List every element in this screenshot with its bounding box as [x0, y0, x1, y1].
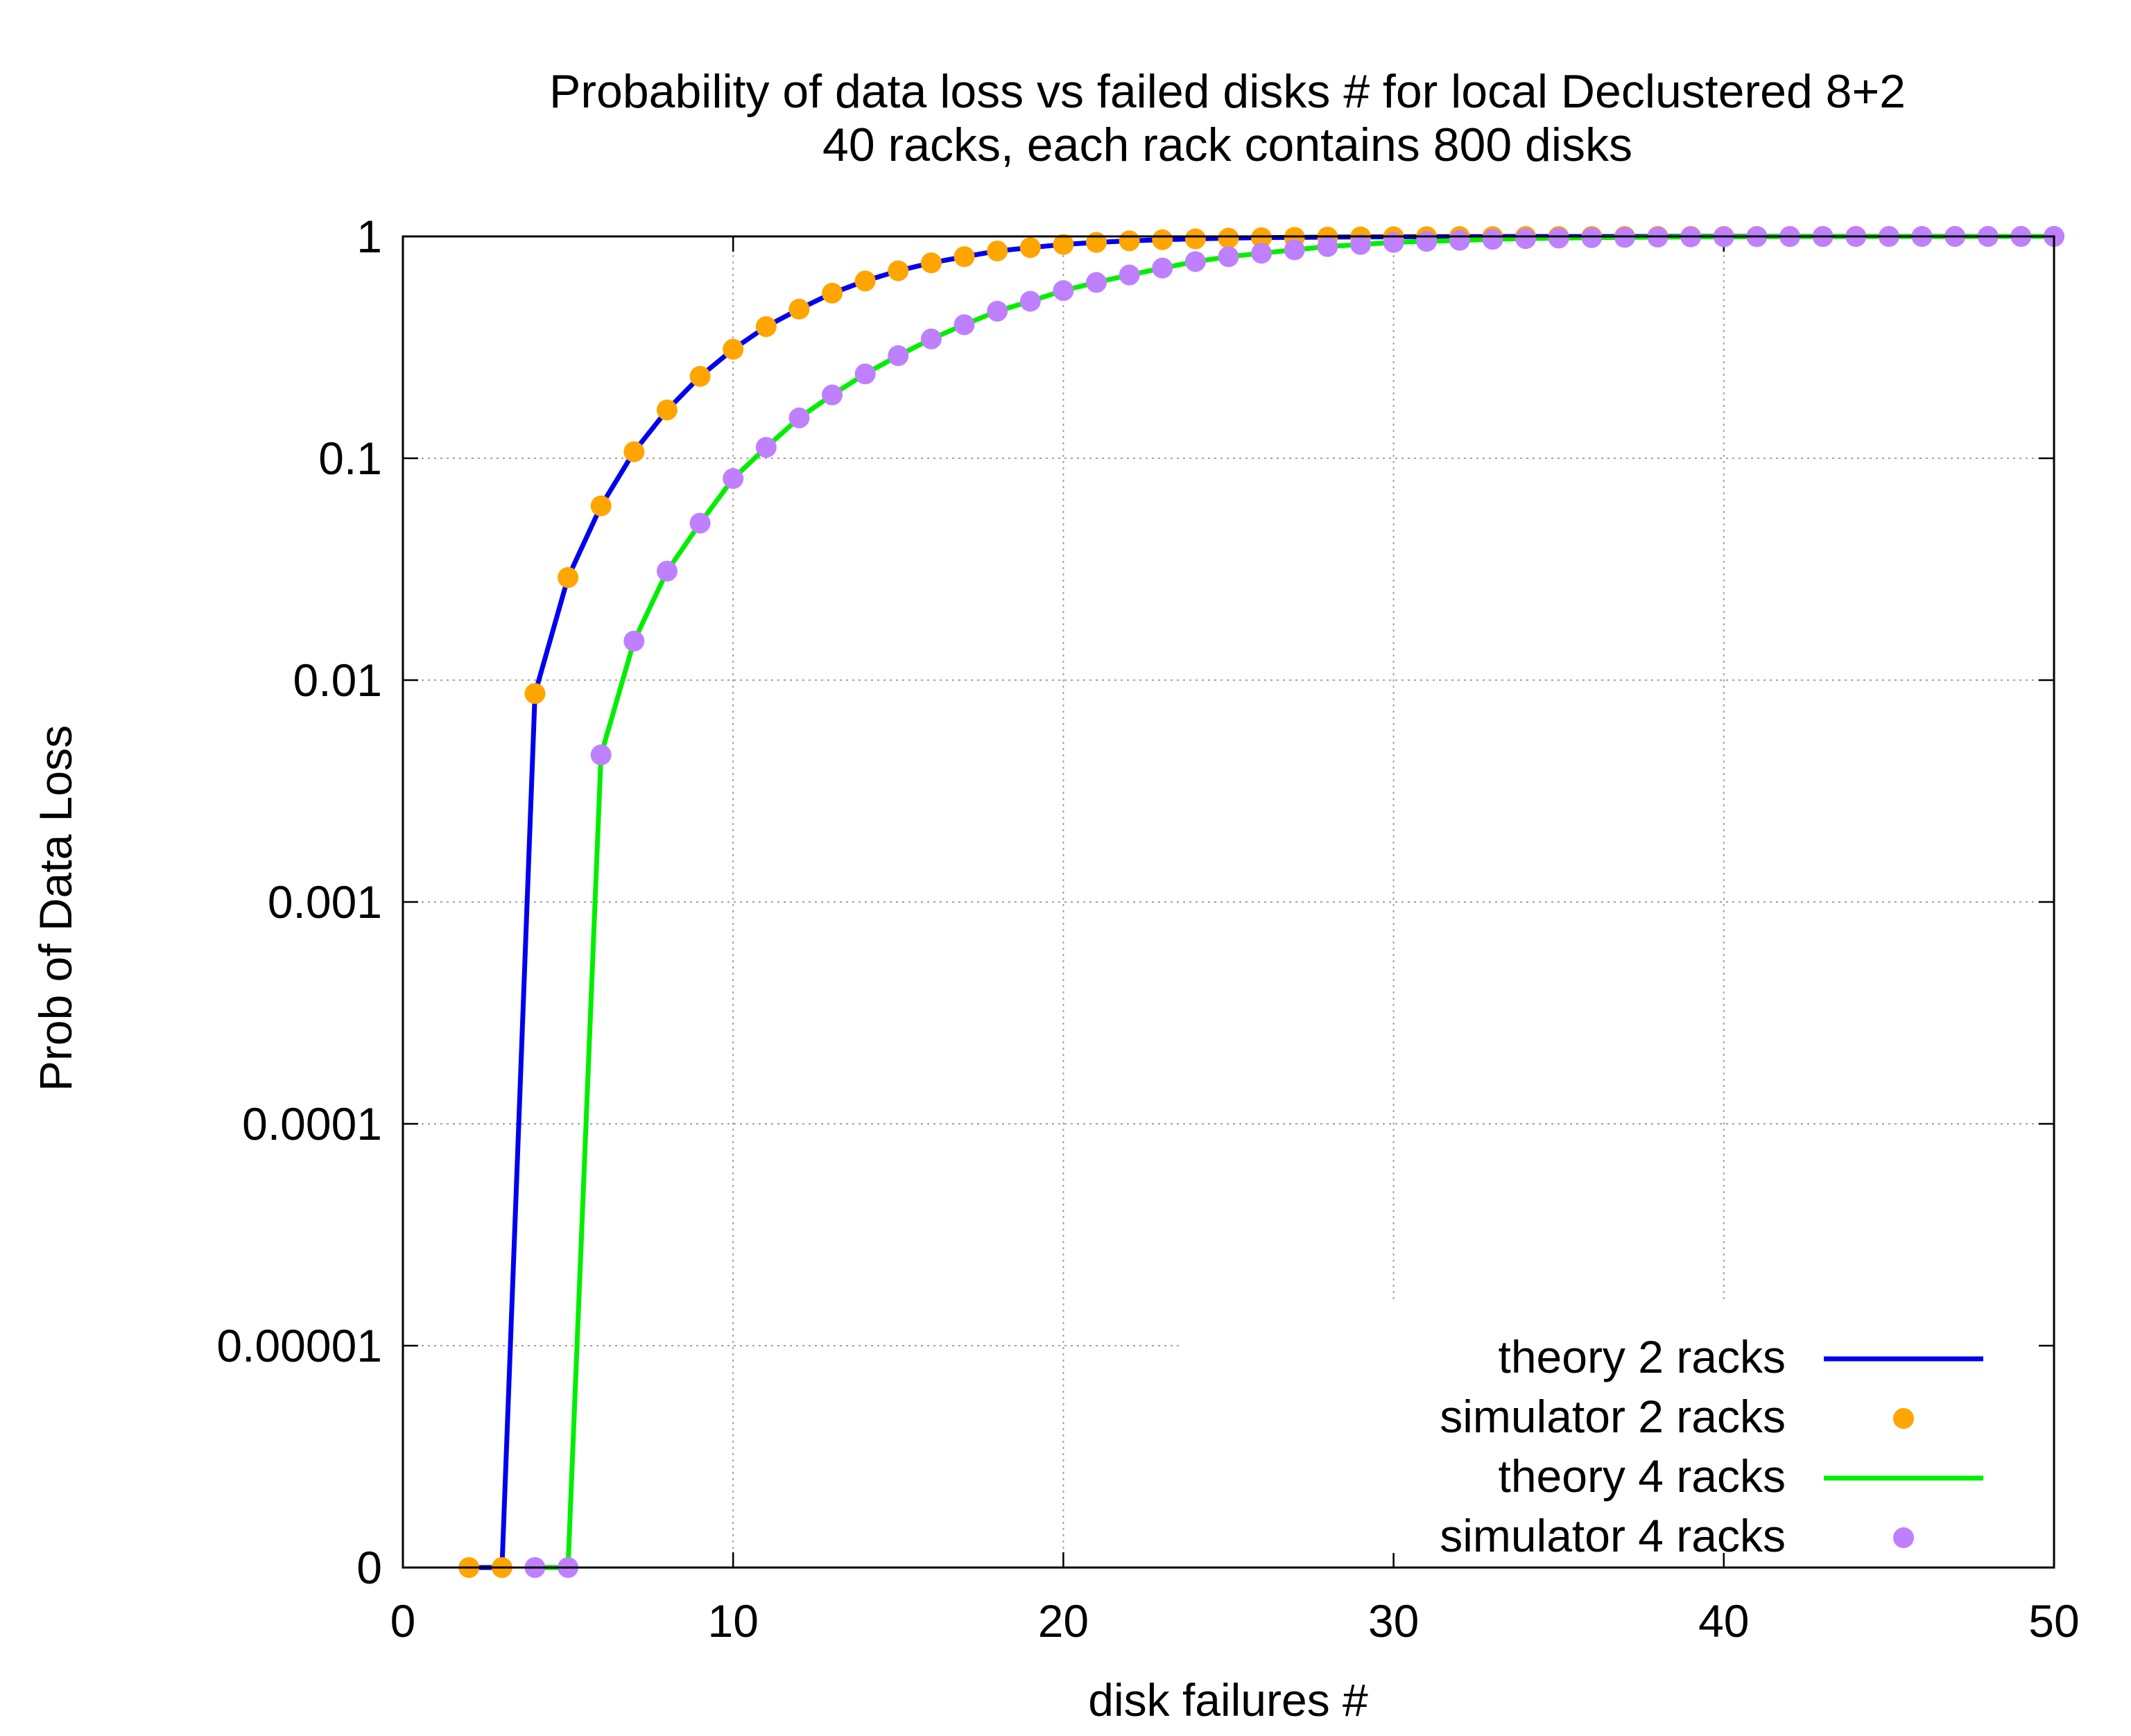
data-point: [822, 384, 843, 406]
data-point: [788, 407, 810, 428]
x-tick-label: 30: [1368, 1595, 1419, 1647]
chart-title: Probability of data loss vs failed disks…: [549, 65, 1906, 118]
data-point: [1416, 231, 1438, 252]
data-point: [788, 298, 810, 320]
data-point: [1152, 257, 1173, 279]
legend-label: theory 2 racks: [1499, 1331, 1786, 1382]
data-point: [822, 282, 843, 304]
data-point: [888, 260, 909, 281]
data-point: [1053, 234, 1074, 255]
legend-swatch: [1893, 1408, 1914, 1429]
data-point: [1383, 232, 1404, 253]
legend-swatch: [1893, 1527, 1914, 1548]
data-point: [987, 240, 1008, 261]
data-point: [755, 437, 777, 458]
data-point: [623, 441, 645, 462]
data-point: [689, 512, 711, 534]
y-tick-label: 0: [356, 1542, 382, 1593]
x-tick-label: 20: [1038, 1595, 1089, 1647]
data-point: [1581, 227, 1603, 248]
y-tick-label: 0.00001: [216, 1320, 382, 1371]
data-point: [854, 270, 876, 292]
data-point: [755, 316, 777, 338]
data-point: [987, 300, 1008, 322]
legend-background: [1179, 1303, 2039, 1553]
data-point: [1548, 227, 1569, 249]
data-point: [1086, 232, 1107, 253]
data-point: [590, 744, 612, 765]
data-point: [1019, 237, 1041, 259]
data-point: [656, 399, 678, 421]
legend-label: simulator 2 racks: [1440, 1391, 1786, 1442]
y-tick-label: 0.1: [318, 433, 382, 484]
data-point: [1515, 228, 1537, 250]
data-point: [723, 338, 744, 360]
data-point: [954, 314, 975, 336]
legend-label: theory 4 racks: [1499, 1450, 1786, 1502]
data-point: [1119, 230, 1140, 252]
data-point: [1251, 243, 1272, 264]
data-point: [888, 345, 909, 367]
data-point: [689, 365, 711, 387]
data-point: [1349, 234, 1371, 255]
data-point: [1086, 272, 1107, 293]
data-point: [1184, 251, 1206, 272]
data-point: [1218, 227, 1239, 249]
y-tick-label: 0.0001: [242, 1098, 382, 1149]
data-point: [524, 683, 546, 704]
data-point: [1053, 280, 1074, 302]
y-tick-label: 0.001: [268, 876, 382, 928]
chart-subtitle: 40 racks, each rack contains 800 disks: [822, 119, 1632, 171]
legend-label: simulator 4 racks: [1440, 1510, 1786, 1561]
legend: theory 2 racks simulator 2 racks theory 4 …: [1179, 1303, 2039, 1561]
data-point: [1218, 246, 1239, 268]
data-point: [1482, 229, 1503, 250]
data-point: [920, 328, 942, 349]
data-point: [1019, 290, 1041, 312]
data-point: [1152, 229, 1173, 250]
data-point: [590, 495, 612, 517]
data-point: [558, 567, 579, 589]
y-axis-label: Prob of Data Loss: [30, 725, 81, 1091]
data-point: [1284, 239, 1305, 261]
x-tick-label: 0: [390, 1595, 416, 1647]
data-point: [1449, 229, 1470, 251]
plot-frame: [402, 235, 2055, 1569]
y-tick-label: 0.01: [293, 654, 382, 706]
data-point: [1184, 228, 1206, 250]
data-point: [1251, 227, 1272, 248]
x-tick-label: 10: [707, 1595, 758, 1647]
data-point: [623, 630, 645, 652]
x-tick-label: 40: [1698, 1595, 1749, 1647]
data-point: [1119, 264, 1140, 286]
data-point: [920, 252, 942, 274]
data-point: [656, 560, 678, 582]
data-point: [1317, 236, 1338, 257]
data-point: [723, 468, 744, 489]
x-tick-label: 50: [2028, 1595, 2079, 1647]
x-axis-label: disk failures #: [1088, 1674, 1368, 1726]
data-point: [854, 363, 876, 385]
data-point: [954, 246, 975, 268]
y-tick-label: 1: [356, 211, 382, 262]
